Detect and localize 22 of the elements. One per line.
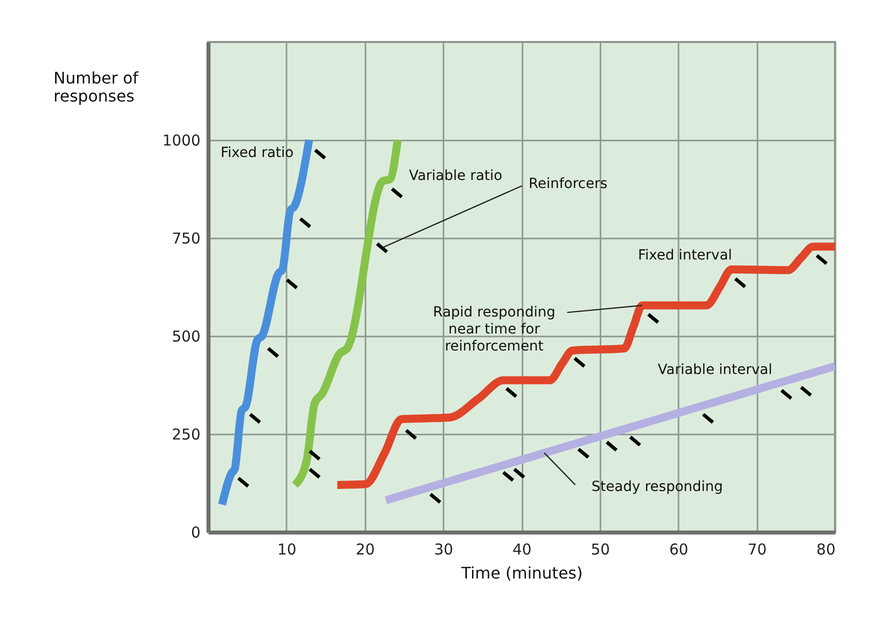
x-tick-label: 30 — [434, 540, 454, 558]
y-tick-label: 0 — [190, 524, 200, 542]
x-tick-label: 20 — [356, 540, 375, 558]
x-tick-label: 10 — [277, 540, 296, 558]
x-axis-title: Time (minutes) — [460, 564, 583, 582]
y-tick-label: 500 — [172, 328, 200, 346]
y-tick-label: 250 — [172, 426, 200, 444]
x-tick-label: 80 — [816, 540, 836, 558]
y-tick-label: 750 — [172, 230, 200, 248]
series-label: Variable ratio — [408, 168, 502, 184]
annotation: Rapid responding near time for reinforcement — [433, 304, 556, 354]
y-axis-title: Number of responses — [54, 68, 139, 106]
series-label: Variable interval — [658, 362, 772, 378]
series-label: Fixed ratio — [220, 145, 294, 161]
x-tick-label: 40 — [512, 540, 532, 558]
x-tick-label: 60 — [669, 540, 688, 558]
x-tick-label: 50 — [590, 540, 610, 558]
series-label: Fixed interval — [638, 248, 732, 264]
annotation: Steady responding — [592, 478, 723, 495]
annotation: Reinforcers — [528, 176, 608, 192]
x-tick-label: 70 — [748, 540, 767, 558]
y-tick-label: 1000 — [162, 132, 200, 150]
